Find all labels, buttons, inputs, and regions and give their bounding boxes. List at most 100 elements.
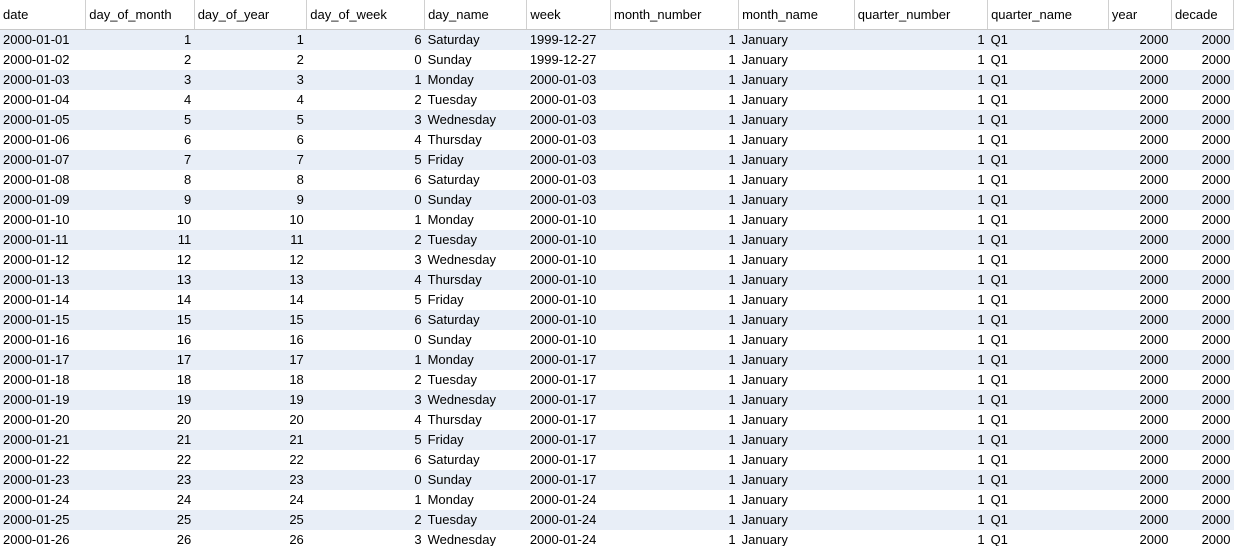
cell-day-of-week[interactable]: 4: [306, 410, 425, 430]
cell-quarter-name[interactable]: Q1: [987, 310, 1109, 330]
cell-day-of-year[interactable]: 4: [194, 90, 307, 110]
cell-date[interactable]: 2000-01-25: [0, 510, 86, 530]
cell-day-of-week[interactable]: 0: [306, 470, 425, 490]
cell-quarter-number[interactable]: 1: [854, 210, 988, 230]
table-row[interactable]: 2000-01-26 26 26 3 Wednesday 2000-01-24 1 Janua…: [0, 530, 1234, 546]
cell-day-of-month[interactable]: 25: [85, 510, 195, 530]
cell-month-number[interactable]: 1: [610, 250, 739, 270]
cell-day-of-week[interactable]: 0: [306, 50, 425, 70]
cell-day-of-year[interactable]: 20: [194, 410, 307, 430]
table-row[interactable]: 2000-01-19 19 19 3 Wednesday 2000-01-17 1 Janua…: [0, 390, 1234, 410]
table-row[interactable]: 2000-01-21 21 21 5 Friday 2000-01-17 1 January 1…: [0, 430, 1234, 450]
cell-day-of-month[interactable]: 20: [85, 410, 195, 430]
cell-day-of-week[interactable]: 1: [306, 490, 425, 510]
cell-day-of-year[interactable]: 3: [194, 70, 307, 90]
table-row[interactable]: 2000-01-25 25 25 2 Tuesday 2000-01-24 1 January…: [0, 510, 1234, 530]
cell-quarter-name[interactable]: Q1: [987, 250, 1109, 270]
cell-date[interactable]: 2000-01-24: [0, 490, 86, 510]
cell-quarter-name[interactable]: Q1: [987, 290, 1109, 310]
cell-day-name[interactable]: Tuesday: [424, 230, 527, 250]
cell-year[interactable]: 2000: [1108, 350, 1172, 370]
table-row[interactable]: 2000-01-14 14 14 5 Friday 2000-01-10 1 January 1…: [0, 290, 1234, 310]
cell-decade[interactable]: 2000: [1171, 90, 1234, 110]
cell-month-name[interactable]: January: [738, 170, 855, 190]
cell-quarter-number[interactable]: 1: [854, 510, 988, 530]
cell-year[interactable]: 2000: [1108, 230, 1172, 250]
cell-month-name[interactable]: January: [738, 210, 855, 230]
cell-quarter-name[interactable]: Q1: [987, 410, 1109, 430]
cell-day-name[interactable]: Friday: [424, 430, 527, 450]
cell-quarter-number[interactable]: 1: [854, 530, 988, 546]
table-row[interactable]: 2000-01-20 20 20 4 Thursday 2000-01-17 1 Januar…: [0, 410, 1234, 430]
cell-quarter-name[interactable]: Q1: [987, 150, 1109, 170]
cell-decade[interactable]: 2000: [1171, 470, 1234, 490]
cell-month-number[interactable]: 1: [610, 510, 739, 530]
cell-day-of-week[interactable]: 6: [306, 450, 425, 470]
cell-day-of-year[interactable]: 8: [194, 170, 307, 190]
cell-year[interactable]: 2000: [1108, 430, 1172, 450]
cell-date[interactable]: 2000-01-14: [0, 290, 86, 310]
table-row[interactable]: 2000-01-13 13 13 4 Thursday 2000-01-10 1 Januar…: [0, 270, 1234, 290]
cell-year[interactable]: 2000: [1108, 450, 1172, 470]
cell-day-of-month[interactable]: 9: [85, 190, 195, 210]
cell-quarter-name[interactable]: Q1: [987, 470, 1109, 490]
cell-year[interactable]: 2000: [1108, 150, 1172, 170]
cell-day-of-month[interactable]: 12: [85, 250, 195, 270]
cell-quarter-number[interactable]: 1: [854, 150, 988, 170]
cell-quarter-number[interactable]: 1: [854, 410, 988, 430]
cell-month-number[interactable]: 1: [610, 29, 739, 50]
cell-month-name[interactable]: January: [738, 410, 855, 430]
table-row[interactable]: 2000-01-01 1 1 6 Saturday 1999-12-27 1 January 1…: [0, 29, 1234, 50]
column-header-quarter-number[interactable]: quarter_number: [854, 0, 989, 30]
cell-date[interactable]: 2000-01-06: [0, 130, 86, 150]
cell-quarter-number[interactable]: 1: [854, 110, 988, 130]
cell-quarter-name[interactable]: Q1: [987, 130, 1109, 150]
cell-month-name[interactable]: January: [738, 370, 855, 390]
column-header-day-name[interactable]: day_name: [424, 0, 528, 30]
cell-year[interactable]: 2000: [1108, 470, 1172, 490]
cell-year[interactable]: 2000: [1108, 190, 1172, 210]
cell-month-number[interactable]: 1: [610, 230, 739, 250]
cell-day-name[interactable]: Sunday: [424, 50, 527, 70]
cell-decade[interactable]: 2000: [1171, 490, 1234, 510]
cell-month-name[interactable]: January: [738, 250, 855, 270]
cell-decade[interactable]: 2000: [1171, 510, 1234, 530]
cell-decade[interactable]: 2000: [1171, 50, 1234, 70]
cell-day-of-month[interactable]: 22: [85, 450, 195, 470]
cell-day-name[interactable]: Monday: [424, 490, 527, 510]
cell-year[interactable]: 2000: [1108, 290, 1172, 310]
cell-week[interactable]: 2000-01-10: [526, 330, 611, 350]
cell-week[interactable]: 2000-01-17: [526, 370, 611, 390]
cell-quarter-name[interactable]: Q1: [987, 210, 1109, 230]
cell-day-of-year[interactable]: 14: [194, 290, 307, 310]
cell-date[interactable]: 2000-01-20: [0, 410, 86, 430]
cell-date[interactable]: 2000-01-01: [0, 29, 86, 50]
cell-week[interactable]: 2000-01-17: [526, 390, 611, 410]
cell-decade[interactable]: 2000: [1171, 310, 1234, 330]
cell-quarter-name[interactable]: Q1: [987, 190, 1109, 210]
cell-quarter-name[interactable]: Q1: [987, 510, 1109, 530]
cell-day-name[interactable]: Tuesday: [424, 90, 527, 110]
cell-quarter-number[interactable]: 1: [854, 490, 988, 510]
cell-day-name[interactable]: Tuesday: [424, 370, 527, 390]
cell-day-of-year[interactable]: 2: [194, 50, 307, 70]
cell-day-of-month[interactable]: 6: [85, 130, 195, 150]
cell-day-of-month[interactable]: 13: [85, 270, 195, 290]
cell-month-number[interactable]: 1: [610, 90, 739, 110]
cell-date[interactable]: 2000-01-12: [0, 250, 86, 270]
cell-decade[interactable]: 2000: [1171, 150, 1234, 170]
table-row[interactable]: 2000-01-17 17 17 1 Monday 2000-01-17 1 January 1…: [0, 350, 1234, 370]
cell-month-number[interactable]: 1: [610, 370, 739, 390]
cell-year[interactable]: 2000: [1108, 210, 1172, 230]
cell-date[interactable]: 2000-01-19: [0, 390, 86, 410]
cell-day-of-month[interactable]: 5: [85, 110, 195, 130]
table-row[interactable]: 2000-01-23 23 23 0 Sunday 2000-01-17 1 January 1…: [0, 470, 1234, 490]
cell-day-name[interactable]: Wednesday: [424, 530, 527, 546]
cell-month-number[interactable]: 1: [610, 290, 739, 310]
cell-date[interactable]: 2000-01-09: [0, 190, 86, 210]
cell-day-of-month[interactable]: 10: [85, 210, 195, 230]
table-row[interactable]: 2000-01-09 9 9 0 Sunday 2000-01-03 1 January 1 Q1…: [0, 190, 1234, 210]
table-row[interactable]: 2000-01-12 12 12 3 Wednesday 2000-01-10 1 Janua…: [0, 250, 1234, 270]
cell-day-name[interactable]: Monday: [424, 70, 527, 90]
cell-day-of-year[interactable]: 22: [194, 450, 307, 470]
